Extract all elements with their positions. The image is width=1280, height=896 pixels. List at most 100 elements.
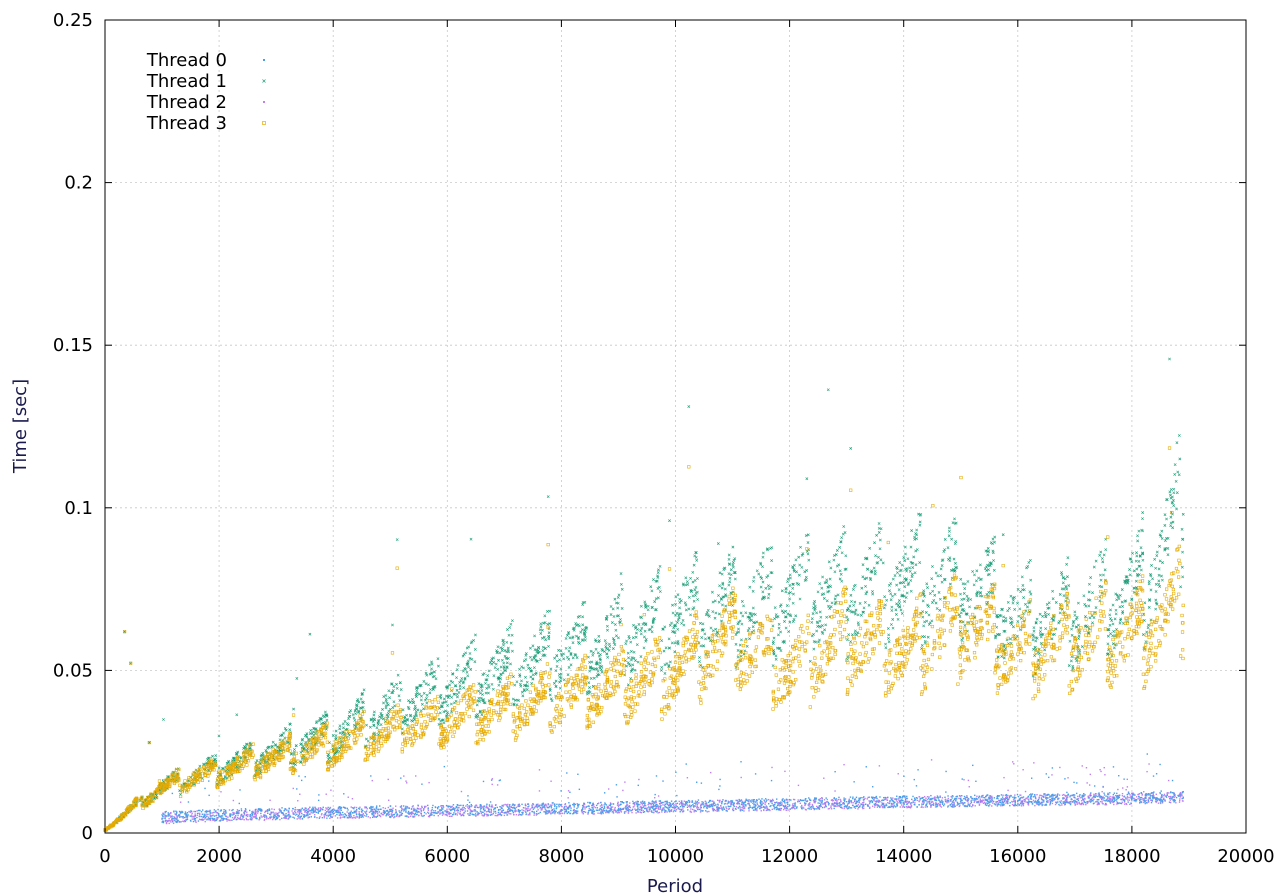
data-point-thread-0 (984, 798, 987, 801)
data-point-thread-2 (544, 808, 547, 811)
data-point-thread-2 (169, 820, 171, 822)
data-point-thread-1 (1122, 621, 1125, 625)
data-point-thread-0 (343, 816, 345, 818)
data-point-thread-2 (756, 809, 758, 812)
data-point-thread-0 (668, 806, 671, 809)
data-point-thread-2 (603, 808, 605, 810)
data-point-thread-0 (1095, 793, 1097, 795)
data-point-thread-2 (442, 812, 445, 814)
data-point-thread-2 (841, 807, 843, 809)
data-point-thread-0 (600, 801, 602, 804)
data-point-thread-0 (1009, 795, 1011, 797)
data-point-thread-0 (423, 811, 426, 814)
data-point-thread-2 (1074, 804, 1076, 806)
data-point-thread-0 (1112, 796, 1115, 799)
data-point-thread-0 (884, 796, 886, 799)
data-point-thread-0 (679, 811, 681, 813)
data-point-thread-0 (1104, 802, 1107, 805)
data-point-thread-0 (1057, 797, 1059, 799)
data-point-thread-0 (995, 801, 997, 803)
data-point-thread-0 (416, 807, 419, 810)
data-point-thread-0 (312, 807, 314, 810)
data-point-thread-0 (458, 807, 460, 809)
data-point-thread-0 (760, 800, 762, 802)
data-point-thread-0 (763, 800, 766, 802)
data-point-thread-0 (267, 809, 269, 812)
data-point-thread-0 (1062, 797, 1064, 799)
data-point-thread-2 (828, 807, 831, 810)
data-point-thread-0 (1131, 796, 1133, 799)
data-point-thread-2 (349, 816, 352, 819)
data-point-thread-0 (740, 803, 743, 806)
data-point-thread-0 (733, 805, 735, 808)
data-point-thread-0 (416, 811, 419, 813)
data-point-thread-0 (466, 810, 469, 812)
data-point-thread-0 (575, 810, 578, 812)
data-point-thread-1 (965, 594, 969, 598)
data-point-thread-1 (798, 597, 802, 601)
data-point-thread-0 (786, 801, 789, 804)
data-point-thread-2 (515, 813, 518, 816)
data-point-thread-1 (456, 695, 459, 699)
data-point-thread-0 (707, 801, 710, 804)
data-point-thread-0 (666, 803, 668, 805)
data-point-thread-0 (1147, 793, 1150, 795)
data-point-thread-0 (593, 810, 595, 813)
data-point-thread-0 (353, 810, 356, 813)
data-point-thread-0 (292, 816, 294, 818)
data-point-thread-0 (858, 806, 860, 809)
data-point-thread-2 (905, 800, 908, 803)
data-point-thread-2 (474, 805, 477, 807)
data-point-thread-0 (991, 800, 993, 802)
data-point-thread-2 (174, 813, 176, 815)
data-point-thread-0 (621, 801, 624, 804)
data-point-thread-2 (1021, 802, 1024, 804)
data-point-thread-2 (714, 809, 716, 812)
data-point-thread-2 (686, 777, 689, 779)
data-point-thread-2 (391, 815, 394, 817)
data-point-thread-2 (209, 813, 211, 815)
data-point-thread-2 (255, 811, 257, 813)
data-point-thread-2 (674, 810, 677, 812)
data-point-thread-2 (627, 805, 629, 808)
data-point-thread-0 (1002, 803, 1004, 805)
data-point-thread-2 (1171, 797, 1173, 799)
data-point-thread-0 (413, 810, 415, 812)
data-point-thread-2 (265, 818, 268, 820)
data-point-thread-1 (931, 565, 934, 568)
data-point-thread-0 (348, 815, 350, 817)
data-point-thread-0 (960, 800, 962, 802)
data-point-thread-2 (361, 811, 363, 814)
data-point-thread-1 (863, 600, 867, 604)
data-point-thread-0 (1003, 800, 1005, 802)
data-point-thread-0 (341, 811, 344, 814)
data-point-thread-0 (635, 801, 637, 803)
data-point-thread-2 (262, 815, 265, 818)
data-point-thread-0 (259, 808, 261, 810)
data-point-thread-0 (1165, 795, 1167, 798)
data-point-thread-0 (543, 804, 546, 807)
data-point-thread-0 (681, 802, 683, 805)
data-point-thread-2 (855, 802, 858, 805)
data-point-thread-0 (487, 813, 489, 816)
data-point-thread-0 (370, 775, 372, 777)
data-point-thread-0 (469, 814, 471, 816)
data-point-thread-2 (839, 798, 841, 801)
data-point-thread-2 (306, 811, 308, 814)
data-point-thread-0 (1002, 801, 1004, 804)
data-point-thread-2 (186, 817, 188, 819)
data-point-thread-0 (314, 806, 316, 809)
data-point-thread-0 (446, 810, 448, 813)
data-point-thread-0 (926, 802, 928, 804)
data-point-thread-1 (750, 614, 754, 618)
data-point-thread-0 (573, 812, 575, 815)
data-point-thread-2 (183, 820, 185, 823)
data-point-thread-2 (491, 806, 494, 808)
data-point-thread-2 (446, 808, 448, 810)
data-point-thread-2 (852, 801, 854, 804)
data-point-thread-2 (661, 811, 663, 813)
data-point-thread-2 (753, 803, 756, 805)
data-point-thread-0 (853, 781, 855, 783)
data-point-thread-0 (1156, 797, 1158, 799)
data-point-thread-0 (220, 815, 223, 817)
